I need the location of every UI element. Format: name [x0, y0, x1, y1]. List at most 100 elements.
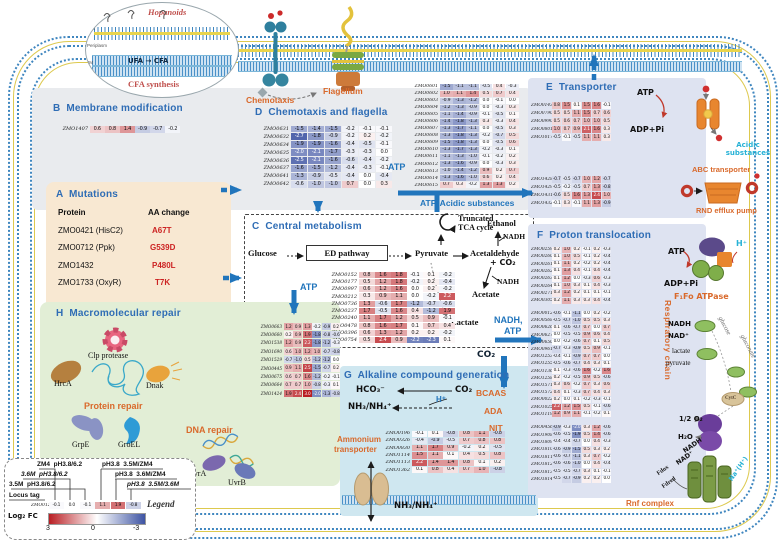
heatmap-cell: 0.1: [591, 468, 602, 476]
heatmap-cell: -2.5: [291, 157, 308, 164]
cytc-icon: [721, 392, 745, 406]
heatmap-cell: 0.1: [331, 381, 341, 389]
heatmap-cell: 0.9: [293, 330, 303, 339]
heatmap-cell: -0.2: [375, 133, 393, 141]
heatmap-cell: 0.4: [458, 452, 474, 459]
heatmap-cell: -0.2: [492, 153, 506, 161]
heatmap-cell: 1.1: [571, 109, 582, 117]
heatmap-cell: -0.4: [561, 439, 572, 446]
heatmap-cell: 0.7: [341, 180, 359, 188]
plus-co2-label: + CO₂: [490, 258, 516, 267]
heatmap-cell: -1.8: [453, 139, 466, 146]
f1fo-atpase-label: F₁Fo ATPase: [674, 292, 729, 301]
heatmap-cell: 0.1: [474, 459, 490, 466]
heatmap-cell: -0.7: [571, 324, 582, 332]
heatmap-cell: -1.3: [466, 146, 479, 153]
heatmap-row: ZMO0675 0.6 0.7 1.6 -1.2 -0.2 -0.1: [254, 372, 341, 381]
heatmap-cell: 0.5: [359, 278, 375, 286]
legend-col3: 3.5M pH3.8/6.2: [9, 481, 56, 488]
flagellum-label: Flagellum: [323, 86, 363, 96]
heatmap-cell: 1.4: [466, 90, 479, 97]
heatmap-cell: 0.8: [458, 430, 474, 437]
heatmap-cell: -0.3: [561, 346, 572, 353]
locus-tag: ZMO0634: [263, 141, 289, 148]
heatmap-cell: 1.2: [591, 175, 602, 183]
heatmap-cell: -0.1: [601, 396, 612, 403]
locus-tag: ZMO0262: [531, 269, 552, 275]
locus-tag: ZMO1813: [531, 469, 552, 475]
locus-tag: ZMO0997: [331, 286, 357, 293]
locus-tag: ZMO0305: [531, 298, 552, 304]
cytc-label: CytC: [725, 396, 737, 401]
heatmap-cell: -0.1: [79, 501, 95, 509]
heatmap-cell: 0.3: [591, 360, 602, 367]
locus-tag: ZMO0263: [531, 276, 552, 282]
heatmap-cell: 1.6: [591, 101, 602, 109]
heatmap-cell: -0.4: [341, 164, 359, 172]
heatmap-cell: -0.7: [492, 132, 506, 139]
locus-tag: ZMO0604: [414, 105, 438, 111]
heatmap-cell: -1.3: [453, 153, 466, 161]
heatmap-cell: -0.6: [552, 310, 562, 317]
heatmap-cell: 0.4: [407, 307, 423, 315]
tca-label-1: Truncated: [458, 214, 494, 223]
heatmap-cell: -1.0: [571, 317, 582, 324]
heatmap-cell: -0.1: [358, 125, 376, 133]
acetate-label: Acetate: [472, 289, 500, 299]
heatmap-cell: -0.4: [341, 172, 359, 180]
heatmap-cell: -0.8: [312, 381, 322, 389]
heatmap-cell: 0.3: [505, 125, 519, 132]
heatmap-cell: 1.1: [427, 452, 443, 459]
heatmap-central-metabolism: ZMO0152 0.8 1.6 1.8 -0.1 0.1 -0.2 ZMO0177 0.5 1.2…: [328, 271, 456, 344]
heatmap-cell: 0.3: [591, 382, 602, 389]
heatmap-cell: 0.2: [331, 364, 341, 372]
nh3-label-1: NH₃/NH₄⁺: [348, 402, 392, 412]
heatmap-cell: -0.1: [412, 430, 427, 437]
heatmap-cell: 0.8: [359, 271, 375, 278]
heatmap-cell: 0.4: [492, 83, 506, 90]
heatmap-cell: -0.5: [358, 141, 376, 149]
heatmap-cell: -1.0: [440, 168, 453, 175]
heatmap-cell: -0.9: [324, 133, 342, 141]
uvra-label: UvrA: [188, 469, 207, 478]
heatmap-row: ZMO0615 0.7 0.3 -0.2 1.3 1.3 0.2: [406, 182, 519, 189]
heatmap-cell: -0.9: [321, 322, 331, 330]
heatmap-proton-3: ZMO0456 -0.9 -0.3 -2.0 0.3 1.2 -0.6 ZMO1908 -0.6…: [531, 424, 612, 483]
heatmap-cell: 0.1: [552, 275, 562, 282]
heatmap-cell: -0.1: [375, 141, 393, 149]
section-b-title: B Membrane modification: [53, 103, 183, 114]
heatmap-cell: -1.7: [453, 125, 466, 132]
ammonium-transporter-label-1: Ammonium: [337, 435, 381, 444]
locus-tag: ZMO1114: [385, 453, 410, 459]
heatmap-cell: 0.4: [591, 268, 602, 275]
heatmap-cell: 0.4: [581, 360, 592, 367]
heatmap-cell: -0.1: [49, 501, 64, 509]
heatmap-cell: -2.3: [423, 337, 439, 344]
heatmap-cell: 1.1: [474, 430, 490, 437]
heatmap-cell: 1.9: [302, 330, 312, 339]
heatmap-cell: -1.2: [407, 300, 423, 307]
heatmap-cell: -0.2: [341, 133, 359, 141]
locus-tag: ZMO1258: [531, 375, 552, 381]
heatmap-cell: 0.5: [581, 431, 592, 439]
heatmap-cell: -0.6: [601, 375, 612, 382]
heatmap-cell: 0.2: [492, 168, 506, 175]
legend-col6: pH3.8 3.5M/3.6M: [127, 481, 180, 488]
heatmap-cell: -0.6: [571, 339, 582, 346]
heatmap-cell: -0.2: [571, 382, 582, 389]
heatmap-cell: 0.1: [552, 368, 562, 375]
heatmap-row: ZMO0790 0.5 0.5 1.1 1.5 0.7 0.6: [531, 109, 612, 117]
heatmap-cell: -1.9: [571, 431, 582, 439]
heatmap-cell: -1.2: [423, 307, 439, 315]
heatmap-cell: 0.1: [591, 339, 602, 346]
heatmap-cell: 0.3: [591, 446, 602, 454]
rnd-efflux-label: RND efflux pump: [696, 206, 757, 215]
heatmap-cell: -1.3: [466, 139, 479, 146]
f1fo-atpase-icon: [682, 237, 738, 281]
heatmap-cell: -0.7: [321, 364, 331, 372]
heatmap-cell: -0.4: [601, 253, 612, 261]
heatmap-cell: -1.2: [466, 168, 479, 175]
locus-tag: ZMO0271: [531, 290, 552, 296]
heatmap-cell: 2.4: [293, 389, 303, 398]
locus-tag: ZMO1812: [531, 462, 552, 468]
